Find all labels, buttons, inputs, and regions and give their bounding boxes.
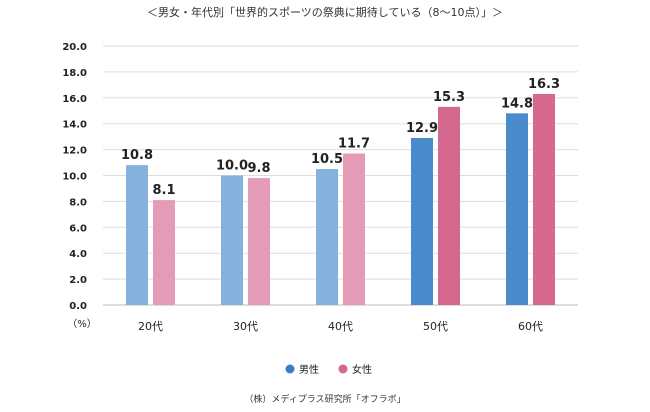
bars [126, 93, 555, 306]
y-tick-label: 20.0 [62, 42, 87, 53]
y-tick-label: 14.0 [62, 120, 87, 131]
value-label: 9.8 [247, 161, 270, 176]
x-category-label: 20代 [138, 320, 163, 333]
y-tick-label: 2.0 [69, 275, 87, 286]
value-label: 12.9 [406, 121, 438, 136]
y-axis-unit: （%） [67, 318, 97, 330]
y-tick-label: 18.0 [62, 68, 87, 79]
value-label: 10.5 [311, 152, 343, 167]
value-label: 11.7 [338, 136, 370, 151]
bar-male [221, 175, 243, 305]
bar-female [153, 200, 175, 305]
gridlines [103, 45, 578, 306]
y-tick-label: 0.0 [69, 301, 87, 312]
y-tick-label: 6.0 [69, 223, 87, 234]
x-category-label: 30代 [233, 320, 258, 333]
value-label: 16.3 [528, 77, 560, 92]
bar-female [438, 106, 460, 306]
value-label: 10.8 [121, 148, 153, 163]
value-labels: 10.8 8.1 10.0 9.8 10.511.7 12.9 15.3 14.8 16.3 [121, 77, 560, 198]
bar-female [343, 153, 365, 305]
bar-male [126, 165, 148, 305]
bar-male [506, 113, 528, 305]
x-category-label: 60代 [518, 320, 543, 333]
source-note: （株）メディプラス研究所「オフラボ」 [244, 395, 406, 405]
value-label: 14.8 [501, 96, 533, 111]
y-tick-label: 4.0 [69, 249, 87, 260]
bar-female [533, 93, 555, 305]
y-tick-label: 8.0 [69, 197, 87, 208]
y-tick-label: 10.0 [62, 172, 87, 183]
legend-label: 女性 [352, 363, 372, 376]
bar-male [411, 137, 433, 305]
bar-female [248, 178, 270, 305]
y-axis-ticks: 0.0 2.0 4.0 6.0 8.0 10.0 12.0 14.0 16.0 18.0 20.0 [62, 42, 87, 312]
x-axis-categories: 20代 30代 40代 50代 60代 [138, 320, 543, 333]
y-tick-label: 16.0 [62, 94, 87, 105]
value-label: 15.3 [433, 90, 465, 105]
legend-swatch [285, 364, 295, 374]
value-label: 8.1 [152, 183, 175, 198]
chart-title: ＜男女・年代別「世界的スポーツの祭典に期待している（8〜10点）」＞ [147, 6, 503, 19]
legend-swatch [338, 364, 348, 374]
x-category-label: 40代 [328, 320, 353, 333]
legend-label: 男性 [299, 363, 319, 376]
x-category-label: 50代 [423, 320, 448, 333]
legend: 男性 女性 [285, 363, 372, 376]
y-tick-label: 12.0 [62, 146, 87, 157]
bar-male [316, 169, 338, 305]
value-label: 10.0 [216, 159, 248, 174]
